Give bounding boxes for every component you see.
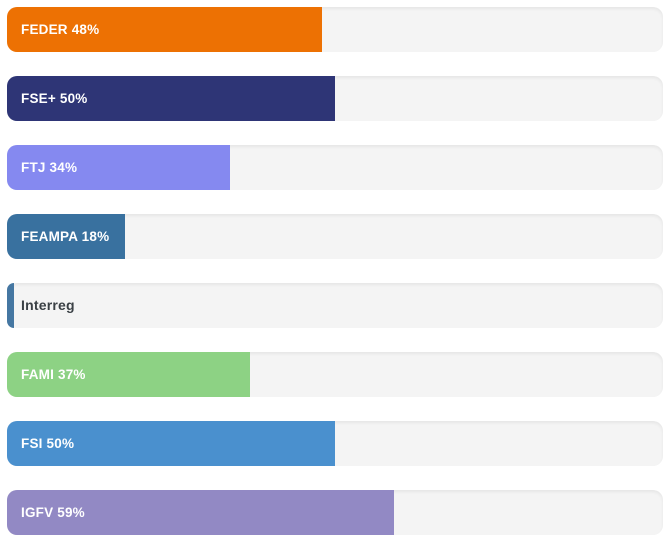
bar-row-ftj: FTJ 34% (7, 145, 663, 190)
bar-row-fami: FAMI 37% (7, 352, 663, 397)
bar-fill-feampa[interactable] (7, 214, 126, 259)
bar-row-igfv: IGFV 59% (7, 490, 663, 535)
bar-fill-fsi[interactable] (7, 421, 335, 466)
bar-fill-fami[interactable] (7, 352, 250, 397)
bar-fill-fse-[interactable] (7, 76, 335, 121)
bar-row-fse-: FSE+ 50% (7, 76, 663, 121)
bar-row-feampa: FEAMPA 18% (7, 214, 663, 259)
bar-row-fsi: FSI 50% (7, 421, 663, 466)
bar-fill-interreg[interactable] (7, 283, 14, 328)
bar-fill-ftj[interactable] (7, 145, 231, 190)
bar-fill-feder[interactable] (7, 7, 322, 52)
bar-row-feder: FEDER 48% (7, 7, 663, 52)
bar-row-interreg: Interreg (7, 283, 663, 328)
bar-track (7, 283, 663, 328)
bar-fill-igfv[interactable] (7, 490, 395, 535)
